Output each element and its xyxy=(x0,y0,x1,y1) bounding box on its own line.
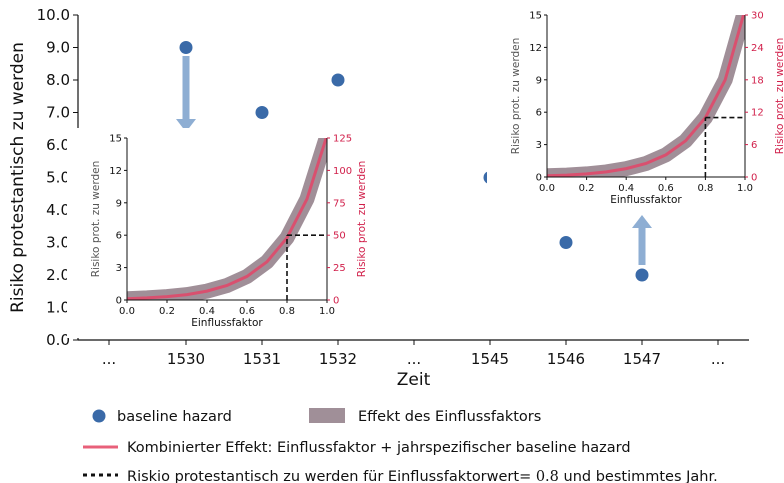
inset-y-tick-label: 0 xyxy=(116,296,122,307)
y-tick-label: 3.0 xyxy=(46,234,70,252)
inset-left-plot: 0 3 6 9 12 15 0 25 50 75 100 125 0.0 0.2 0.4 0.6 0.8 1.0 E… xyxy=(67,128,377,338)
inset-right-tick-label: 18 xyxy=(751,75,764,86)
inset-x-tick-label: 1.0 xyxy=(737,183,753,194)
inset-right-tick-label: 12 xyxy=(751,108,764,119)
arrow-shaft xyxy=(638,228,646,265)
x-tick-label: 1545 xyxy=(471,350,509,368)
inset-x-tick-label: 0.8 xyxy=(279,306,295,317)
inset-right-tick-label: 0 xyxy=(751,173,757,184)
baseline-hazard-point xyxy=(635,268,649,282)
inset-y-tick-label: 15 xyxy=(529,11,542,22)
inset-x-tick-label: 0.0 xyxy=(539,183,555,194)
x-tick-label: 1531 xyxy=(243,350,281,368)
inset-x-tick-label: 0.2 xyxy=(159,306,175,317)
inset-y-axis-label-right: Risiko prot. zu werden xyxy=(356,161,368,278)
inset-right-tick-label: 125 xyxy=(333,134,352,145)
y-tick-label: 9.0 xyxy=(46,39,70,57)
y-tick-label: 2.0 xyxy=(46,266,70,284)
baseline-hazard-point xyxy=(559,236,573,249)
y-tick-label: 6.0 xyxy=(46,136,70,154)
arrow-head xyxy=(632,215,652,228)
x-tick-label: 1546 xyxy=(547,350,585,368)
legend-label-combined: Kombinierter Effekt: Einflussfaktor + ja… xyxy=(127,440,631,456)
inset-y-tick-label: 15 xyxy=(109,134,122,145)
inset-x-tick-label: 0.8 xyxy=(697,183,713,194)
arrow-shaft xyxy=(182,56,190,119)
inset-right-tick-label: 30 xyxy=(751,11,764,22)
baseline-hazard-point xyxy=(331,73,345,87)
inset-y-tick-label: 9 xyxy=(116,198,122,209)
y-tick-label: 4.0 xyxy=(46,201,70,219)
x-tick-label: 1530 xyxy=(167,350,205,368)
inset-y-tick-label: 12 xyxy=(109,166,122,177)
legend-label-baseline: baseline hazard xyxy=(117,409,232,425)
legend-label-marker: Riskio protestantisch zu werden für Einf… xyxy=(127,469,718,483)
x-tick-label: ... xyxy=(407,350,421,368)
inset-x-tick-label: 0.2 xyxy=(579,183,595,194)
combined-effect-curve xyxy=(547,15,745,177)
y-tick-label: 10.0 xyxy=(37,6,70,24)
inset-y-axis-label-left: Risiko prot. zu werden xyxy=(510,38,522,155)
y-tick-label: 5.0 xyxy=(46,169,70,187)
inset-y-tick-label: 6 xyxy=(536,108,542,119)
legend-label-marker-part: und bestimmtes Jahr. xyxy=(559,469,718,483)
x-tick-label: 1547 xyxy=(623,350,661,368)
inset-y-axis-label-right: Risiko prot. zu werden xyxy=(774,38,784,155)
y-tick-label: 0.0 xyxy=(46,331,70,349)
inset-right-tick-label: 24 xyxy=(751,43,764,54)
inset-right-plot: 0 3 6 9 12 15 0 6 12 18 24 30 0.0 0.2 0.4 0.6 0.8 1.0 Einf… xyxy=(487,5,784,215)
inset-x-tick-label: 0.4 xyxy=(618,183,634,194)
inset-x-tick-label: 0.6 xyxy=(658,183,674,194)
inset-x-tick-label: 0.0 xyxy=(119,306,135,317)
inset-right-tick-label: 0 xyxy=(333,296,339,307)
inset-right-tick-label: 6 xyxy=(751,140,757,151)
x-tick-label: ... xyxy=(102,350,116,368)
arrow-head xyxy=(176,119,196,132)
baseline-hazard-point xyxy=(255,106,269,119)
inset-y-tick-label: 12 xyxy=(529,43,542,54)
x-tick-label: ... xyxy=(711,350,725,368)
inset-x-tick-label: 0.4 xyxy=(199,306,215,317)
inset-right-tick-label: 50 xyxy=(333,231,346,242)
inset-x-tick-label: 0.6 xyxy=(239,306,255,317)
legend-dot-marker xyxy=(92,409,106,423)
inset-y-axis-label-left: Risiko prot. zu werden xyxy=(90,161,102,278)
y-tick-label: 1.0 xyxy=(46,299,70,317)
y-tick-label: 8.0 xyxy=(46,71,70,89)
inset-y-tick-label: 3 xyxy=(536,140,542,151)
legend: baseline hazard Effekt des Einflussfaktor… xyxy=(83,408,718,483)
baseline-hazard-point xyxy=(179,41,193,54)
inset-x-axis-label: Einflussfaktor xyxy=(610,194,682,206)
legend-label-effect: Effekt des Einflussfaktors xyxy=(358,409,541,425)
inset-x-tick-label: 1.0 xyxy=(319,306,335,317)
x-tick-label: 1532 xyxy=(319,350,357,368)
inset-y-tick-label: 3 xyxy=(116,263,122,274)
main-plot: 0.01.02.03.04.05.06.07.08.09.010.0... 153… xyxy=(8,6,749,390)
legend-label-marker-math: = 0.8 xyxy=(519,469,559,483)
inset-right-tick-label: 75 xyxy=(333,198,346,209)
inset-x-axis-label: Einflussfaktor xyxy=(191,317,263,329)
combined-effect-curve xyxy=(127,138,327,300)
x-axis-label: Zeit xyxy=(397,370,431,390)
inset-y-tick-label: 6 xyxy=(116,231,122,242)
y-tick-label: 7.0 xyxy=(46,104,70,122)
y-axis-label: Risiko protestantisch zu werden xyxy=(8,42,28,313)
inset-y-tick-label: 0 xyxy=(536,173,542,184)
legend-band-marker xyxy=(309,408,345,423)
legend-label-marker-part: Riskio protestantisch zu werden für Einf… xyxy=(127,469,519,483)
inset-y-tick-label: 9 xyxy=(536,75,542,86)
inset-right-tick-label: 25 xyxy=(333,263,346,274)
inset-right-tick-label: 100 xyxy=(333,166,352,177)
